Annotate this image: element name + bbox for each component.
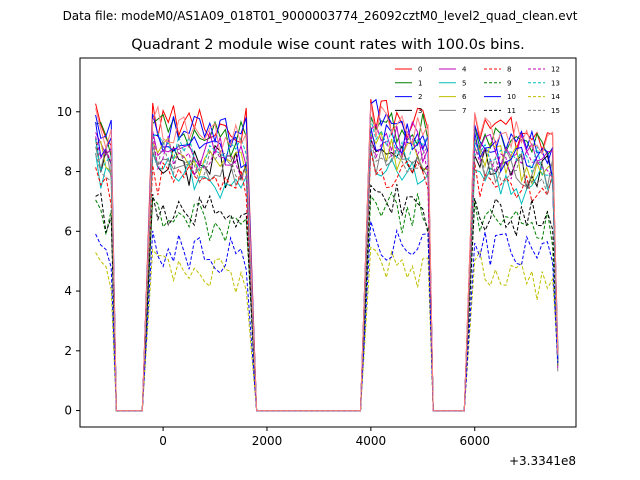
y-axis-ticks: 0 2 4 6 8 10	[57, 105, 80, 418]
series-line-2	[95, 98, 559, 412]
series-line-10b	[95, 221, 559, 412]
series-line-3	[95, 138, 559, 412]
x-tick-label: 6000	[459, 434, 490, 448]
legend-label-1: 1	[418, 79, 422, 87]
y-tick-label: 8	[64, 165, 72, 179]
x-tick-label: 4000	[356, 434, 387, 448]
series-line-0b	[95, 103, 559, 412]
legend-label-2: 2	[418, 93, 422, 101]
series-line-5	[95, 147, 559, 412]
series-line-9	[95, 191, 559, 412]
legend-label-12: 12	[551, 66, 560, 74]
series-line-8	[95, 150, 559, 412]
legend-label-7: 7	[462, 107, 466, 115]
series-line-1	[95, 111, 559, 412]
series-line-12	[95, 130, 559, 412]
series-lines	[95, 98, 559, 412]
series-line-15	[95, 139, 559, 412]
plot-area-frame	[79, 57, 577, 428]
x-tick-label: 2000	[252, 434, 283, 448]
legend-label-11: 11	[507, 107, 516, 115]
legend-label-9: 9	[507, 79, 511, 87]
legend-label-10: 10	[507, 93, 516, 101]
y-tick-label: 2	[64, 344, 72, 358]
chart-suptitle: Data file: modeM0/AS1A09_018T01_90000037…	[63, 9, 578, 23]
legend-label-0: 0	[418, 66, 422, 74]
legend-label-3: 3	[418, 107, 422, 115]
series-line-7	[95, 144, 559, 412]
x-axis-ticks: 0 2000 4000 6000	[159, 427, 490, 448]
series-line-0	[95, 99, 559, 412]
y-tick-label: 10	[57, 105, 72, 119]
series-line-11	[95, 184, 559, 412]
y-tick-label: 4	[64, 284, 72, 298]
series-line-14	[95, 246, 559, 412]
legend-label-4: 4	[462, 66, 467, 74]
legend-label-15: 15	[551, 107, 560, 115]
y-tick-label: 0	[64, 404, 72, 418]
chart-title: Quadrant 2 module wise count rates with …	[131, 37, 525, 53]
x-tick-label: 0	[159, 434, 167, 448]
legend-label-8: 8	[507, 66, 511, 74]
legend-label-13: 13	[551, 79, 560, 87]
legend-label-5: 5	[462, 79, 466, 87]
legend-label-6: 6	[462, 93, 467, 101]
legend-label-14: 14	[551, 93, 560, 101]
y-tick-label: 6	[64, 224, 72, 238]
x-offset-label: +3.3341e8	[509, 454, 576, 468]
